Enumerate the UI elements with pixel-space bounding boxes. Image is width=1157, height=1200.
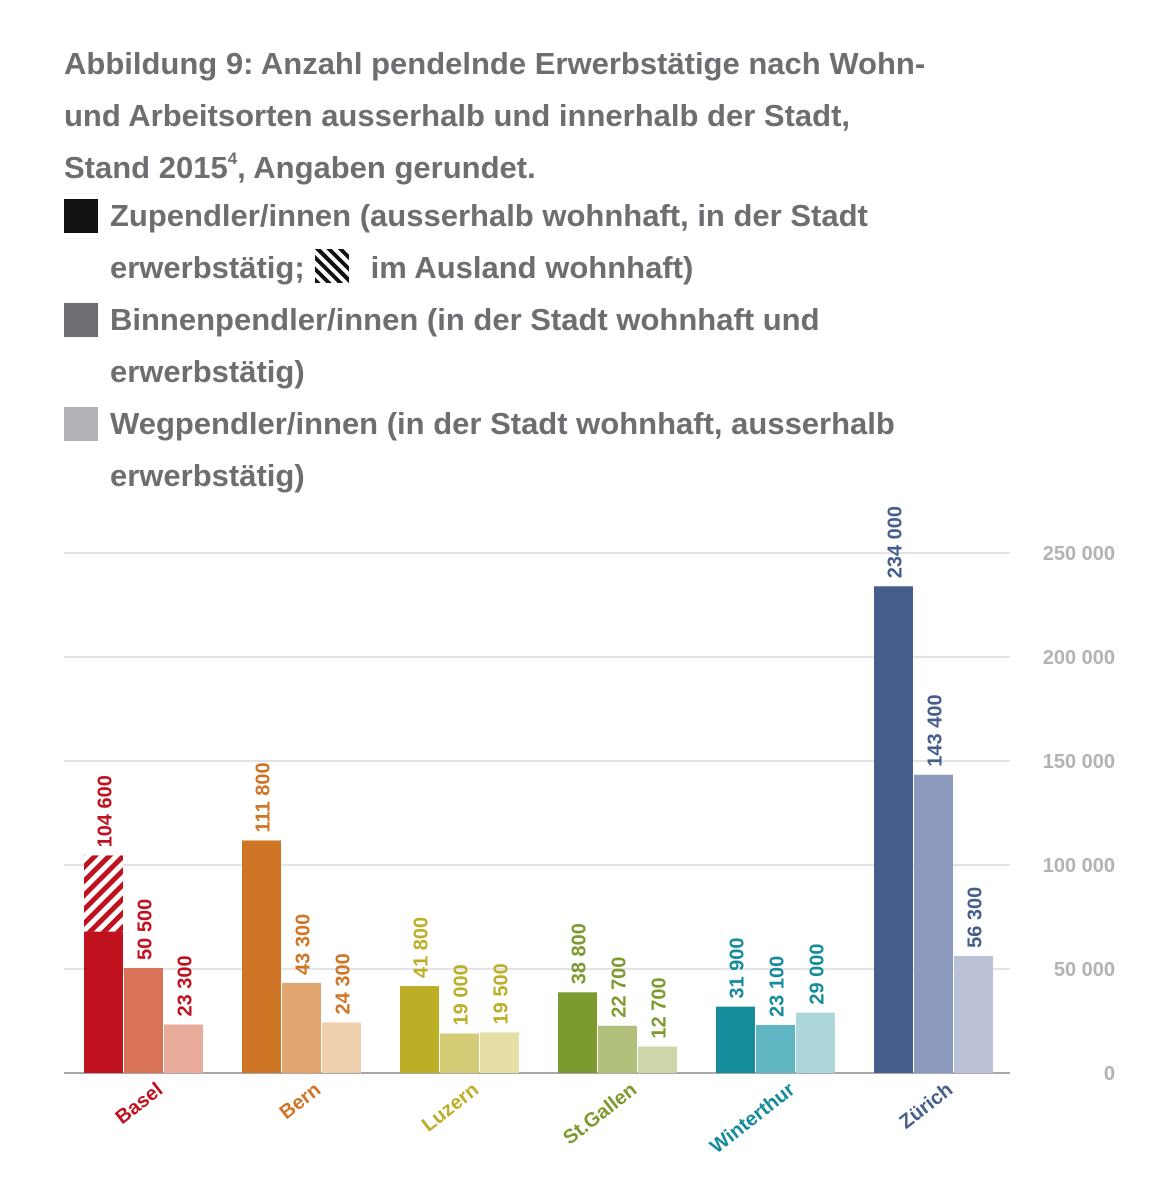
y-tick-label: 150 000 [1043, 751, 1115, 773]
y-tick-label: 200 000 [1043, 647, 1115, 669]
bar [954, 955, 993, 1073]
bar [874, 586, 913, 1073]
legend-label-weg-2: erwerbstätig) [110, 458, 305, 493]
data-label: 143 400 [925, 694, 947, 766]
footnote-marker: 4 [227, 149, 238, 168]
bar [480, 1032, 519, 1073]
legend-item-zupendler: Zupendler/innen (ausserhalb wohnhaft, in… [64, 190, 1064, 294]
bar [124, 967, 163, 1073]
legend-label-zupendler: Zupendler/innen (ausserhalb wohnhaft, in… [110, 198, 868, 233]
bar [638, 1046, 677, 1073]
legend-label-binnen-2: erwerbstätig) [110, 354, 305, 389]
y-tick-label: 0 [1104, 1063, 1115, 1085]
data-label: 22 700 [609, 957, 631, 1018]
bar-hatched [84, 855, 123, 932]
legend-label-binnen: Binnenpendler/innen (in der Stadt wohnha… [110, 302, 820, 337]
y-tick-label: 100 000 [1043, 855, 1115, 877]
title-line-3: Stand 2015 [64, 150, 228, 185]
bar [598, 1025, 637, 1073]
data-label: 24 300 [333, 953, 355, 1014]
x-category-label: Luzern [418, 1079, 483, 1137]
title-line-3-end: , Angaben gerundet. [237, 150, 536, 185]
data-label: 12 700 [649, 977, 671, 1038]
data-label: 19 500 [491, 963, 513, 1024]
bar [440, 1033, 479, 1073]
bar [914, 774, 953, 1073]
data-label: 56 300 [965, 887, 987, 948]
legend-swatch-binnen [64, 303, 98, 337]
data-label: 41 800 [411, 917, 433, 978]
data-label: 23 300 [175, 955, 197, 1016]
bar [242, 840, 281, 1073]
legend-label-ausland: im Ausland wohnhaft) [370, 250, 694, 285]
bar [164, 1024, 203, 1073]
legend-label-weg: Wegpendler/innen (in der Stadt wohnhaft,… [110, 406, 895, 441]
bar [282, 982, 321, 1073]
chart-title: Abbildung 9: Anzahl pendelnde Erwerbstät… [64, 38, 1064, 194]
legend-item-weg: Wegpendler/innen (in der Stadt wohnhaft,… [64, 398, 1064, 502]
bar [322, 1022, 361, 1073]
data-label: 31 900 [727, 937, 749, 998]
title-line-1: Abbildung 9: Anzahl pendelnde Erwerbstät… [64, 46, 926, 81]
x-category-label: Zürich [895, 1079, 957, 1134]
legend-label-zupendler-2: erwerbstätig; [110, 250, 305, 285]
data-label: 38 800 [569, 923, 591, 984]
bar [716, 1006, 755, 1073]
title-line-2: und Arbeitsorten ausserhalb und innerhal… [64, 98, 851, 133]
x-category-label: Winterthur [706, 1078, 799, 1158]
bar [756, 1024, 795, 1073]
data-label: 104 600 [95, 775, 117, 847]
legend-swatch-zupendler [64, 199, 98, 233]
data-label: 23 100 [767, 956, 789, 1017]
y-tick-label: 250 000 [1043, 543, 1115, 565]
data-label: 29 000 [807, 944, 829, 1005]
data-label: 43 300 [293, 914, 315, 975]
data-label: 19 000 [451, 964, 473, 1025]
data-label: 111 800 [253, 762, 275, 832]
y-tick-label: 50 000 [1054, 959, 1115, 981]
legend-item-binnen: Binnenpendler/innen (in der Stadt wohnha… [64, 294, 1064, 398]
x-category-label: Basel [111, 1079, 167, 1129]
bar [558, 992, 597, 1073]
bar [84, 931, 123, 1073]
legend-swatch-weg [64, 407, 98, 441]
bar [796, 1012, 835, 1073]
x-category-label: Bern [276, 1079, 325, 1124]
data-label: 234 000 [885, 506, 907, 578]
bar [400, 986, 439, 1073]
data-label: 50 500 [135, 899, 157, 960]
x-category-label: St.Gallen [559, 1079, 641, 1150]
legend-swatch-hatched [314, 249, 349, 283]
